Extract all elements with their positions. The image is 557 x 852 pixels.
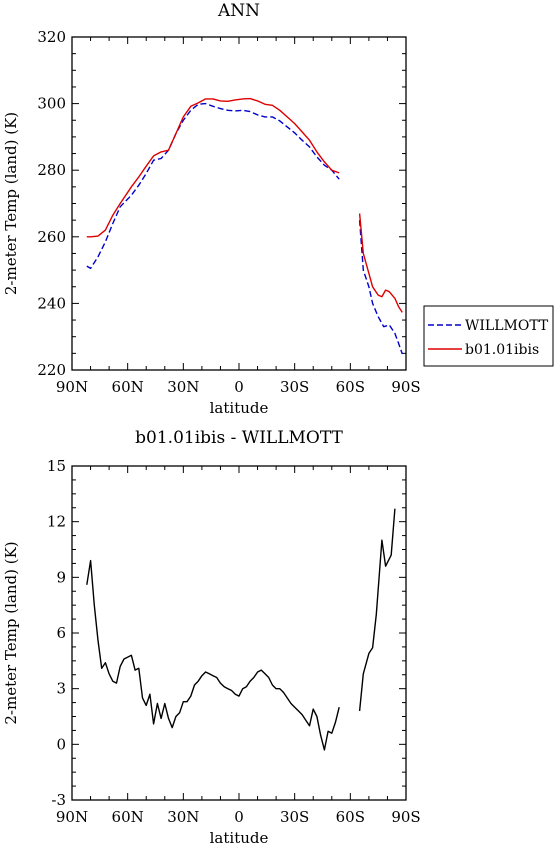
y-tick-label: 300 xyxy=(37,95,66,113)
y-tick-label: 260 xyxy=(37,228,66,246)
x-tick-label: 60S xyxy=(336,378,365,396)
legend-label: WILLMOTT xyxy=(465,318,549,334)
plot-frame xyxy=(71,36,407,371)
x-tick-label: 30N xyxy=(167,378,199,396)
y-tick-label: 280 xyxy=(37,161,66,179)
x-tick-label: 90S xyxy=(391,378,420,396)
y-tick-label: 3 xyxy=(56,680,66,698)
chart-title: ANN xyxy=(217,1,260,21)
plot-frame xyxy=(71,465,407,801)
y-tick-label: 15 xyxy=(47,457,66,475)
x-tick-label: 90S xyxy=(391,808,420,826)
series-line-b01-01ibis xyxy=(86,97,403,313)
y-tick-label: 220 xyxy=(37,361,66,379)
series-segment xyxy=(358,220,403,355)
x-tick-label: 90N xyxy=(56,378,88,396)
legend-box xyxy=(423,305,554,367)
series-segment xyxy=(86,102,340,270)
chart-title: b01.01ibis - WILLMOTT xyxy=(135,428,343,448)
chart-1: ANN 220 240 260 280 300 320 90N 60N 30N 0 30S 60S 90S… xyxy=(2,1,554,417)
series-segment xyxy=(86,559,340,751)
x-axis-label: latitude xyxy=(210,399,269,417)
series-segment xyxy=(86,97,340,238)
y-tick-label: 9 xyxy=(56,568,66,586)
series-line-difference xyxy=(86,508,396,751)
x-axis-label: latitude xyxy=(210,829,269,847)
x-tick-label: 60N xyxy=(112,378,144,396)
y-tick-label: 320 xyxy=(37,28,66,46)
x-tick-label: 0 xyxy=(234,808,244,826)
series-segment xyxy=(358,213,403,313)
y-tick-label: 12 xyxy=(47,513,66,531)
x-tick-label: 60S xyxy=(336,808,365,826)
x-tick-label: 30N xyxy=(167,808,199,826)
x-tick-label: 0 xyxy=(234,378,244,396)
y-tick-label: 240 xyxy=(37,294,66,312)
legend: WILLMOTT b01.01ibis xyxy=(423,305,554,367)
y-tick-label: 0 xyxy=(56,735,66,753)
chart-2: b01.01ibis - WILLMOTT -3 0 3 6 9 12 15 90N 60N 30N… xyxy=(2,428,421,847)
x-tick-label: 60N xyxy=(112,808,144,826)
y-tick-label: 6 xyxy=(56,624,66,642)
series-line-willmott xyxy=(86,102,403,355)
x-tick-label: 30S xyxy=(280,378,309,396)
legend-label: b01.01ibis xyxy=(465,342,539,358)
y-tick-label: -3 xyxy=(51,791,66,809)
x-tick-label: 30S xyxy=(280,808,309,826)
x-tick-label: 90N xyxy=(56,808,88,826)
y-axis-label: 2-meter Temp (land) (K) xyxy=(2,112,20,295)
y-axis-label: 2-meter Temp (land) (K) xyxy=(2,541,20,724)
series-segment xyxy=(358,508,396,711)
